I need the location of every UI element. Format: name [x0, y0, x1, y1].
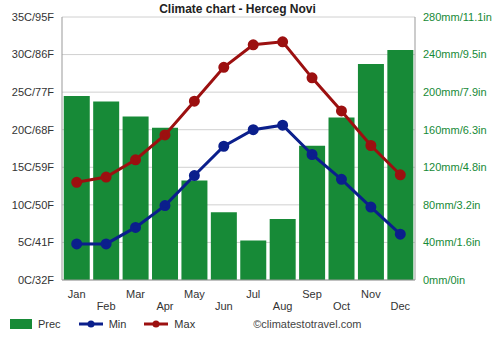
svg-text:Jul: Jul	[246, 288, 260, 300]
svg-text:Sep: Sep	[302, 288, 322, 300]
svg-text:10C/50F: 10C/50F	[12, 199, 54, 211]
html-text:Climate chart - Herceg Novi: Climate chart - Herceg Novi	[159, 2, 316, 16]
svg-text:0C/32F: 0C/32F	[18, 274, 54, 286]
svg-text:35C/95F: 35C/95F	[12, 11, 54, 23]
svg-text:Aug: Aug	[273, 300, 293, 312]
svg-text:Oct: Oct	[333, 300, 350, 312]
svg-text:Dec: Dec	[391, 300, 411, 312]
svg-text:30C/86F: 30C/86F	[12, 48, 54, 60]
svg-text:160mm/6.3in: 160mm/6.3in	[423, 124, 487, 136]
svg-text:40mm/1.6in: 40mm/1.6in	[423, 236, 480, 248]
svg-text:Apr: Apr	[156, 300, 173, 312]
svg-text:Nov: Nov	[361, 288, 381, 300]
html-text:Min: Min	[108, 318, 127, 330]
svg-text:120mm/4.8in: 120mm/4.8in	[423, 161, 487, 173]
svg-text:200mm/7.9in: 200mm/7.9in	[423, 86, 487, 98]
html-text:Max: Max	[174, 318, 196, 330]
svg-text:280mm/11.1in: 280mm/11.1in	[423, 11, 492, 23]
svg-text:Jun: Jun	[215, 300, 233, 312]
svg-text:Jan: Jan	[68, 288, 86, 300]
svg-text:5C/41F: 5C/41F	[18, 236, 54, 248]
svg-text:80mm/3.2in: 80mm/3.2in	[423, 199, 480, 211]
svg-text:240mm/9.5in: 240mm/9.5in	[423, 48, 487, 60]
svg-text:May: May	[184, 288, 205, 300]
svg-text:20C/68F: 20C/68F	[12, 124, 54, 136]
html-text:Prec: Prec	[38, 318, 61, 330]
svg-text:15C/59F: 15C/59F	[12, 161, 54, 173]
html-text:©climatestotravel.com: ©climatestotravel.com	[253, 318, 362, 330]
svg-text:Mar: Mar	[126, 288, 145, 300]
svg-text:0mm/0in: 0mm/0in	[423, 274, 465, 286]
svg-text:25C/77F: 25C/77F	[12, 86, 54, 98]
svg-text:Feb: Feb	[97, 300, 116, 312]
